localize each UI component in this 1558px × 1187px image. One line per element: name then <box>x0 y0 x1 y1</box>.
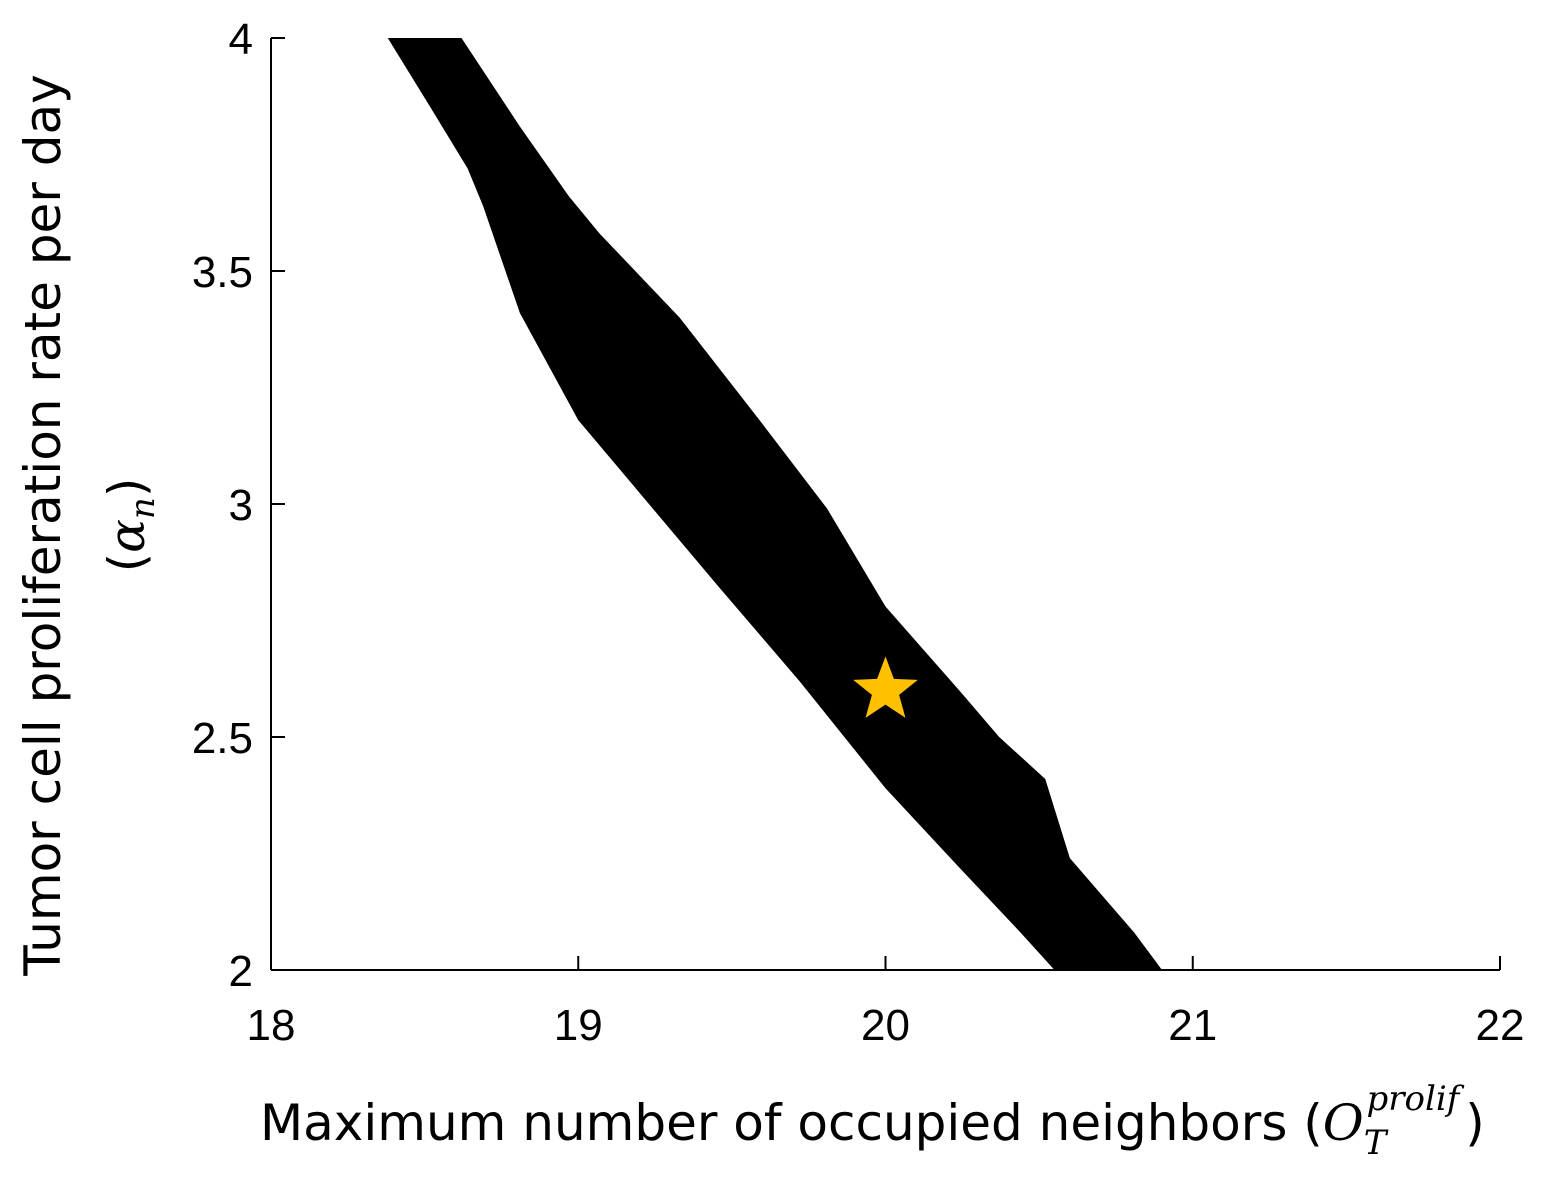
x-tick-label: 21 <box>1168 1001 1217 1050</box>
x-tick-label: 18 <box>247 1001 296 1050</box>
x-tick-label: 19 <box>554 1001 603 1050</box>
x-label-close: ) <box>1465 1094 1485 1152</box>
x-label-text: Maximum number of occupied neighbors ( <box>260 1094 1323 1152</box>
y-tick-label: 3 <box>229 481 253 530</box>
x-label-symbol: O <box>1323 1094 1364 1152</box>
y-label-symbol: α <box>98 519 156 553</box>
y-axis-label: Tumor cell proliferation rate per day (α… <box>14 74 163 977</box>
x-tick-label: 22 <box>1476 1001 1525 1050</box>
y-label-symbol-group: (αn) <box>98 478 163 573</box>
y-tick-label: 3.5 <box>192 248 253 297</box>
x-label-superscript: prolif <box>1366 1079 1464 1119</box>
y-tick-label: 2.5 <box>192 714 253 763</box>
y-label-subscript: n <box>123 497 163 519</box>
star-marker <box>853 656 918 718</box>
x-axis-label: Maximum number of occupied neighbors (OT… <box>260 1079 1485 1163</box>
y-label-close: ) <box>98 478 156 498</box>
y-label-open: ( <box>98 553 156 573</box>
y-label-text: Tumor cell proliferation rate per day <box>14 74 72 977</box>
x-label-subscript: T <box>1364 1123 1389 1163</box>
region <box>387 38 1163 970</box>
y-tick-label: 2 <box>229 947 253 996</box>
x-tick-label: 20 <box>861 1001 910 1050</box>
y-tick-label: 4 <box>229 15 253 64</box>
